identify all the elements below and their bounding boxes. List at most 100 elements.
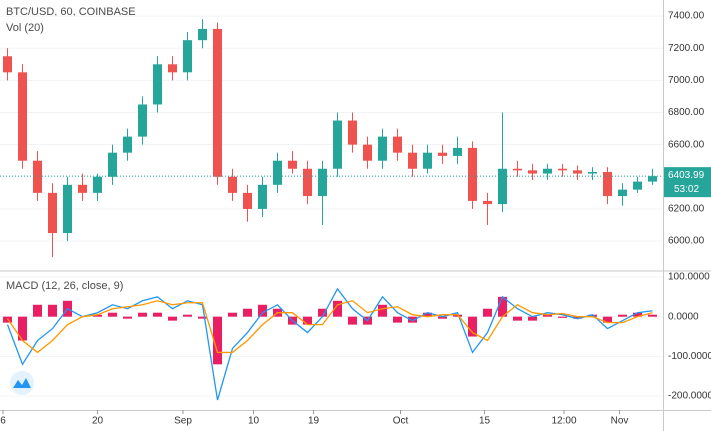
candle-body [393, 136, 402, 153]
y-tick-label: 7000.00 [668, 75, 705, 86]
candle-body [363, 144, 372, 161]
y-tick-label: 0.0000 [668, 311, 699, 322]
x-tick-label: Nov [611, 416, 629, 427]
histogram-bar [528, 316, 537, 321]
histogram-bar [93, 314, 102, 317]
histogram-bar [198, 316, 207, 319]
volume-label: Vol (20) [6, 22, 44, 34]
histogram-bar [438, 316, 447, 319]
candle-body [603, 171, 612, 197]
candle-body [213, 28, 222, 177]
histogram-bar [633, 312, 642, 317]
histogram-bar [303, 316, 312, 325]
logo[interactable] [10, 371, 34, 395]
candle-body [408, 152, 417, 169]
candle-body [648, 176, 657, 182]
y-tick-label: 6200.00 [668, 204, 705, 215]
candle-body [423, 152, 432, 169]
candle-body [513, 168, 522, 171]
candle-body [33, 160, 42, 193]
histogram-bar [423, 312, 432, 317]
histogram-bar [543, 314, 552, 317]
histogram-bar [468, 316, 477, 337]
candle-body [558, 168, 567, 171]
last-price-label: 6403.99 [668, 170, 705, 181]
candle-body [93, 176, 102, 193]
x-tick-label: 12:00 [551, 416, 576, 427]
histogram-bar [258, 304, 267, 317]
y-tick-label: 7400.00 [668, 11, 705, 22]
histogram-bar [498, 296, 507, 317]
logo-icon[interactable] [13, 378, 31, 388]
candle-body [303, 168, 312, 197]
histogram-bar [588, 314, 597, 317]
candle-body [348, 120, 357, 145]
y-tick-label: -100.0000 [668, 351, 711, 362]
macd-line [6, 287, 653, 401]
histogram-bar [18, 316, 27, 341]
x-tick-label: 20 [92, 416, 104, 427]
candle-body [543, 168, 552, 174]
histogram-bar [408, 316, 417, 323]
histogram-bar [138, 312, 147, 317]
histogram-bar [243, 308, 252, 317]
y-tick-label: -200.0000 [668, 391, 711, 402]
candle-body [483, 200, 492, 205]
y-tick-label: 6600.00 [668, 139, 705, 150]
histogram-bar [153, 312, 162, 317]
x-tick-label: 19 [308, 416, 320, 427]
histogram-bar [393, 316, 402, 323]
histogram-bar [618, 314, 627, 317]
x-tick-label: 15 [479, 416, 491, 427]
candle-body [258, 184, 267, 209]
histogram-bar [48, 304, 57, 317]
x-tick-label: 10 [248, 416, 260, 427]
candle-body [138, 104, 147, 137]
candle-body [228, 176, 237, 193]
candle-body [153, 64, 162, 105]
candle-body [63, 184, 72, 234]
candle-body [183, 40, 192, 73]
histogram-bar [318, 308, 327, 317]
y-tick-label: 6800.00 [668, 107, 705, 118]
histogram-bar [348, 316, 357, 325]
histogram-bar [183, 314, 192, 317]
candle-body [453, 147, 462, 156]
x-tick-label: Oct [393, 416, 409, 427]
histogram-bar [333, 300, 342, 317]
candle-body [123, 136, 132, 153]
y-tick-label: 100.0000 [668, 272, 710, 283]
candle-body [273, 160, 282, 185]
candle-body [243, 192, 252, 209]
x-tick-label: 6 [0, 416, 6, 427]
candle-body [573, 170, 582, 174]
candle-body [198, 28, 207, 41]
y-tick-label: 7200.00 [668, 43, 705, 54]
y-tick-label: 6000.00 [668, 236, 705, 247]
histogram-bar [558, 316, 567, 318]
candle-body [318, 168, 327, 197]
histogram-bar [213, 316, 222, 365]
candle-body [288, 160, 297, 169]
histogram-bar [648, 314, 657, 317]
histogram-bar [603, 316, 612, 323]
histogram-bar [378, 304, 387, 317]
logo-bg[interactable] [10, 371, 34, 395]
candle-body [528, 170, 537, 174]
countdown: 53:02 [674, 184, 699, 195]
candle-body [48, 192, 57, 234]
histogram-bar [228, 312, 237, 317]
macd-line [6, 300, 653, 354]
candle-body [498, 168, 507, 205]
histogram-bar [108, 312, 117, 317]
candle-body [18, 72, 27, 161]
histogram-bar [123, 316, 132, 319]
histogram-bar [513, 316, 522, 321]
x-tick-label: Sep [174, 416, 192, 427]
candle-body [633, 181, 642, 190]
candle-body [108, 152, 117, 177]
last-price-tag [664, 167, 711, 198]
